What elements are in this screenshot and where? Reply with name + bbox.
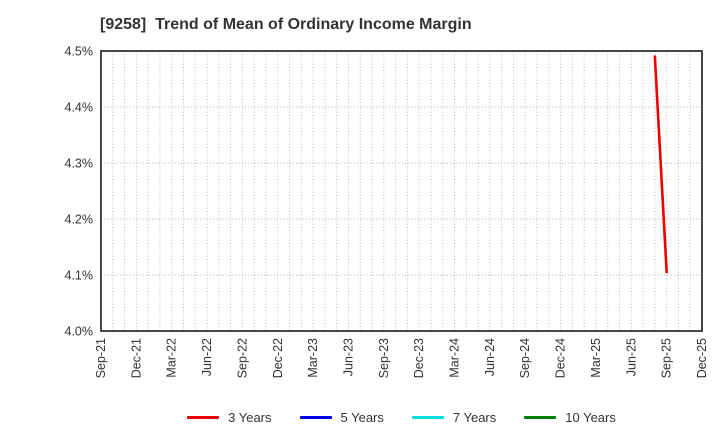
legend-swatch-5-years (299, 416, 332, 419)
chart-title: [9258] Trend of Mean of Ordinary Income … (100, 16, 472, 33)
x-tick-label: Dec-25 (695, 338, 709, 378)
legend-item-3-years: 3 Years (187, 410, 272, 425)
y-tick-label: 4.4% (65, 101, 94, 115)
legend: 3 Years 5 Years 7 Years 10 Years (101, 410, 702, 425)
series-line-3-years (653, 55, 668, 274)
x-tick-label: Dec-21 (129, 338, 143, 378)
legend-item-7-years: 7 Years (411, 410, 497, 425)
x-tick-label: Mar-23 (306, 338, 320, 378)
y-tick-label: 4.1% (65, 269, 94, 283)
legend-item-10-years: 10 Years (524, 410, 616, 425)
y-tick-label: 4.3% (65, 157, 94, 171)
x-tick-label: Mar-25 (589, 338, 603, 378)
x-tick-label: Mar-22 (165, 338, 179, 378)
x-tick-label: Dec-24 (554, 338, 568, 378)
x-tick-label: Dec-22 (271, 338, 285, 378)
x-tick-label: Mar-24 (448, 338, 462, 378)
y-tick-label: 4.5% (65, 45, 94, 59)
x-tick-label: Jun-23 (341, 338, 355, 376)
x-tick-label: Jun-24 (483, 338, 497, 376)
x-tick-label: Jun-22 (200, 338, 214, 376)
legend-label-10-years: 10 Years (565, 410, 616, 425)
legend-label-5-years: 5 Years (340, 410, 384, 425)
x-tick-label: Dec-23 (412, 338, 426, 378)
x-tick-label: Sep-23 (377, 338, 391, 378)
x-tick-label: Sep-24 (518, 338, 532, 378)
legend-swatch-10-years (524, 416, 557, 419)
x-tick-label: Jun-25 (624, 338, 638, 376)
legend-swatch-7-years (411, 416, 444, 419)
x-tick-label: Sep-21 (94, 338, 108, 378)
x-tick-label: Sep-22 (235, 338, 249, 378)
legend-label-3-years: 3 Years (228, 410, 272, 425)
legend-item-5-years: 5 Years (299, 410, 384, 425)
legend-label-7-years: 7 Years (452, 410, 497, 425)
legend-swatch-3-years (187, 416, 220, 419)
x-tick-label: Sep-25 (660, 338, 674, 378)
y-tick-label: 4.2% (65, 213, 94, 227)
y-tick-label: 4.0% (65, 325, 94, 339)
